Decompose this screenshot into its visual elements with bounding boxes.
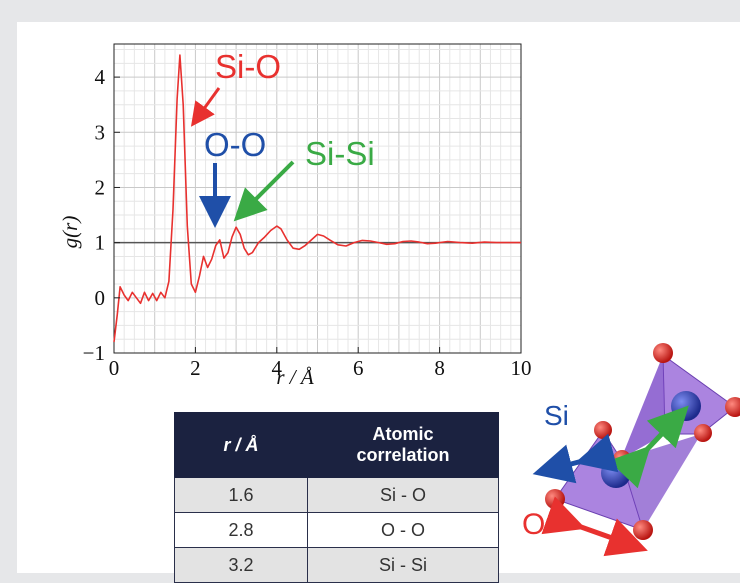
plot-frame — [113, 43, 522, 354]
oxygen-atom — [725, 397, 740, 417]
annotation-si-si: Si-Si — [305, 135, 375, 172]
table-row: 2.8 O - O — [174, 512, 499, 548]
cell-pair: Si - O — [307, 477, 499, 513]
silicon-label: Si — [544, 400, 569, 431]
cell-pair: Si - Si — [307, 547, 499, 583]
y-tick-label: 2 — [95, 175, 106, 199]
x-tick-label: 8 — [434, 356, 445, 380]
y-tick-label: 3 — [95, 120, 106, 144]
table-row: 3.2 Si - Si — [174, 547, 499, 583]
annotation-si-o: Si-O — [215, 48, 281, 85]
arrow-si-o-distance — [532, 433, 619, 484]
silicon-atom-upper — [671, 391, 701, 421]
x-tick-label: 4 — [272, 356, 283, 380]
header-line-1: Atomic — [372, 424, 434, 444]
tetrahedron-upper-face — [621, 355, 665, 459]
x-tick-label: 2 — [190, 356, 201, 380]
arrow-si-si — [233, 160, 295, 222]
oxygen-atom — [694, 424, 712, 442]
x-tick-label: 10 — [511, 356, 532, 380]
arrow-si-o — [190, 87, 221, 127]
cell-pair: O - O — [307, 512, 499, 548]
header-line-2: correlation — [356, 445, 450, 465]
series-line-gr — [113, 54, 521, 343]
oxygen-atom — [545, 489, 565, 509]
oxygen-atom — [653, 343, 673, 363]
y-tick-label: 4 — [95, 65, 106, 89]
arrow-si-si-distance — [608, 405, 689, 489]
oxygen-atom — [594, 421, 612, 439]
x-axis-label: r / Å — [276, 365, 314, 389]
figure-panel: 0 2 4 6 8 10 −1 0 1 2 3 4 g(r) r / Å Si-O O-O Si-Si — [17, 22, 740, 583]
y-axis-label: g(r) — [58, 216, 82, 249]
header-atomic-correlation: Atomic correlation — [307, 412, 499, 478]
correlation-table-container: r / Å Atomic correlation 1.6 Si - O 2.8 … — [174, 412, 499, 583]
correlation-table: r / Å Atomic correlation 1.6 Si - O 2.8 … — [174, 412, 499, 583]
oxygen-label: O — [522, 508, 545, 541]
annotation-o-o: O-O — [204, 126, 266, 163]
y-tick-label: 0 — [95, 286, 106, 310]
cell-r: 3.2 — [174, 547, 308, 583]
table-header-row: r / Å Atomic correlation — [174, 412, 499, 478]
cell-r: 2.8 — [174, 512, 308, 548]
x-tick-label: 6 — [353, 356, 364, 380]
sio2-structure-illustration: Si O — [522, 343, 740, 557]
x-tick-label: 0 — [109, 356, 120, 380]
chart-series — [113, 54, 521, 343]
oxygen-atom — [613, 450, 631, 468]
header-r: r / Å — [174, 412, 308, 478]
chart-grid — [113, 44, 522, 354]
oxygen-atom — [633, 520, 653, 540]
cell-r: 1.6 — [174, 477, 308, 513]
arrow-o-o-distance — [541, 496, 648, 557]
table-row: 1.6 Si - O — [174, 477, 499, 513]
y-tick-label: 1 — [95, 231, 106, 255]
y-tick-label: −1 — [83, 341, 105, 365]
